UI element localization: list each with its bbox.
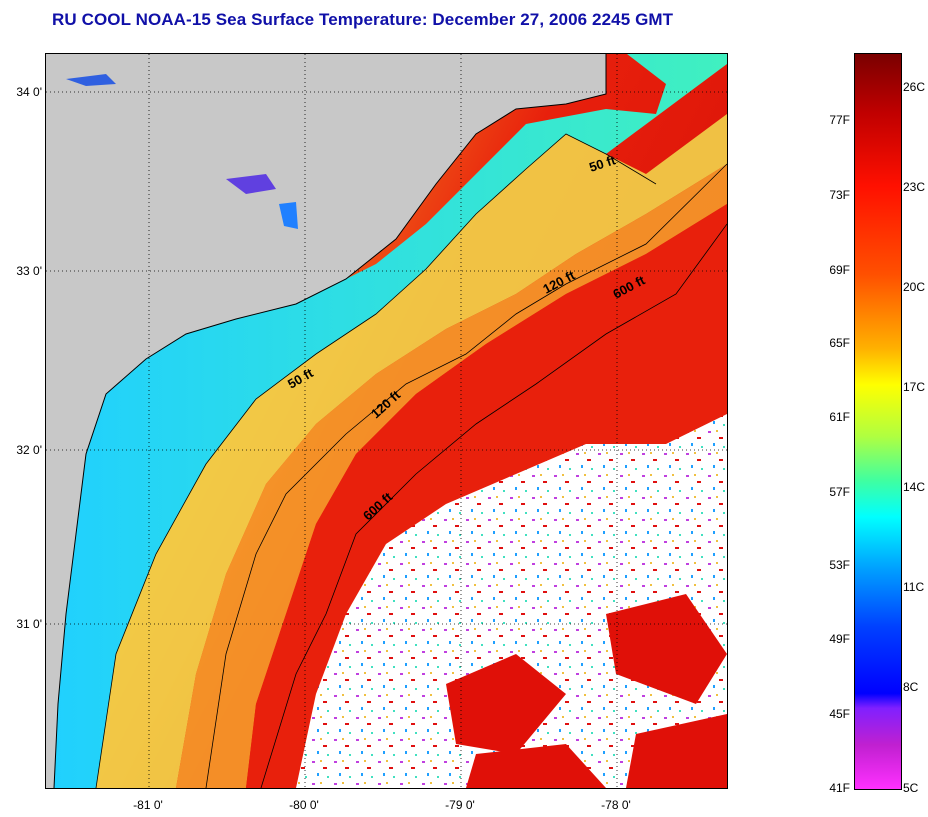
coastal-water [46,54,727,788]
colorbar-f-label: 53F [829,558,850,572]
colorbar-c-label: 8C [903,680,919,694]
graticule [46,54,727,788]
colorbar-f-label: 69F [829,263,850,277]
colorbar-c-label: 5C [903,781,919,795]
lon-label: -79 0' [445,798,475,812]
colorbar-f-label: 61F [829,410,850,424]
lat-label: 31 0' [16,617,42,631]
colorbar-c-label: 23C [903,180,926,194]
colorbar-c-label: 17C [903,380,926,394]
lon-label: -80 0' [289,798,319,812]
sst-map[interactable]: 50 ft 120 ft 600 ft 50 ft 120 ft 600 ft [45,53,728,789]
isobath-120ft [205,163,727,788]
coastline [53,54,607,788]
cloud-cover [296,414,727,788]
colorbar-f-label: 77F [829,113,850,127]
lat-label: 32 0' [16,443,42,457]
warm-patch [446,654,566,754]
colorbar-f-label: 73F [829,188,850,202]
colorbar-f-label: 57F [829,485,850,499]
lake [66,74,116,86]
colorbar-f-label: 65F [829,336,850,350]
warm-patch [466,744,606,788]
lake [279,202,298,229]
shelf-yellow [96,114,727,788]
land-area [46,54,606,788]
lat-label: 34 0' [16,85,42,99]
colorbar-f-label: 49F [829,632,850,646]
colorbar-c-label: 20C [903,280,926,294]
warm-patch [626,714,727,788]
colorbar-c-label: 26C [903,80,926,94]
colorbar-c-label: 11C [903,580,925,594]
shelf-orange [176,164,727,788]
map-title: RU COOL NOAA-15 Sea Surface Temperature:… [52,10,674,29]
warm-patch [606,594,727,704]
temperature-colorbar [854,53,902,790]
gulf-stream [246,204,727,788]
lat-label: 33 0' [16,264,42,278]
colorbar-f-label: 45F [829,707,850,721]
colorbar-f-label: 41F [829,781,850,795]
lon-label: -78 0' [601,798,631,812]
lon-label: -81 0' [133,798,163,812]
colorbar-c-label: 14C [903,480,926,494]
isobath-50ft [95,133,657,788]
isobath-600ft [260,223,727,788]
lake [226,174,276,194]
